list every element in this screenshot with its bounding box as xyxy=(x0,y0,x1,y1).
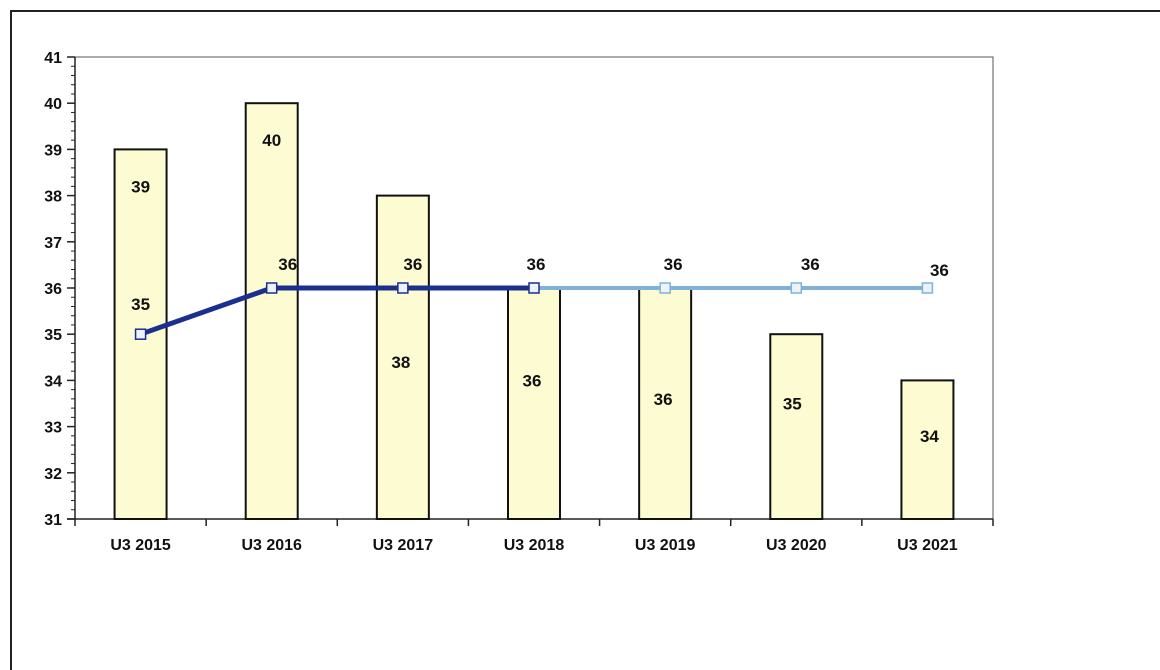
x-tick-label: U3 2018 xyxy=(504,537,565,554)
bar-value-label: 35 xyxy=(783,395,802,414)
line-value-label: 36 xyxy=(801,255,820,274)
line-value-label: 36 xyxy=(527,255,546,274)
line-value-label: 35 xyxy=(131,295,150,314)
bar xyxy=(375,194,430,520)
line-point-marker xyxy=(134,328,147,340)
line-segment-dark xyxy=(138,285,537,337)
y-axis: 31 32 33 34 35 36 37 38 39 40 41 xyxy=(44,50,76,529)
y-tick-label: 39 xyxy=(44,142,62,159)
x-tick-label: U3 2017 xyxy=(373,537,434,554)
line-value-label: 36 xyxy=(930,261,949,280)
y-tick-label: 32 xyxy=(44,466,62,483)
bar-value-label: 36 xyxy=(654,390,673,409)
y-tick-label: 34 xyxy=(44,373,62,390)
line-point-marker xyxy=(397,282,409,294)
bar-value-label: 34 xyxy=(920,427,939,446)
bar-value-label: 39 xyxy=(131,177,150,196)
line-value-label: 36 xyxy=(278,255,297,274)
y-tick-label: 35 xyxy=(44,327,62,344)
x-tick-label: U3 2015 xyxy=(110,537,171,554)
line-point-marker xyxy=(659,282,671,294)
y-tick-label: 31 xyxy=(44,512,62,529)
y-tick-label: 33 xyxy=(44,420,62,437)
bar xyxy=(113,148,168,520)
line-value-label: 36 xyxy=(403,255,422,274)
bar xyxy=(900,379,955,520)
data-labels: 35 36 36 36 36 36 36 39 40 38 36 36 35 34 xyxy=(131,131,949,446)
x-tick-label: U3 2016 xyxy=(241,537,302,554)
x-tick-label: U3 2021 xyxy=(897,537,958,554)
y-tick-label: 41 xyxy=(44,50,62,67)
x-axis: U3 2015 U3 2016 U3 2017 U3 2018 U3 2019 U3 20… xyxy=(67,518,994,554)
bar xyxy=(638,287,693,520)
bar-value-label: 40 xyxy=(262,131,281,150)
y-tick-label: 37 xyxy=(44,235,62,252)
bar xyxy=(507,287,561,520)
bar-value-label: 36 xyxy=(523,371,542,390)
line-point-marker xyxy=(528,282,540,294)
line-point-marker xyxy=(790,282,803,294)
bar-series xyxy=(113,102,955,521)
line-series xyxy=(134,282,934,340)
x-tick-label: U3 2020 xyxy=(766,537,827,554)
x-tick-label: U3 2019 xyxy=(635,537,696,554)
y-tick-label: 38 xyxy=(44,189,62,206)
bar-value-label: 38 xyxy=(391,353,410,372)
y-tick-label: 36 xyxy=(44,281,62,298)
bar xyxy=(769,333,824,521)
y-tick-label: 40 xyxy=(44,96,62,113)
line-point-marker xyxy=(921,282,934,294)
line-value-label: 36 xyxy=(664,255,683,274)
line-point-marker xyxy=(265,282,278,294)
bar xyxy=(244,102,299,520)
